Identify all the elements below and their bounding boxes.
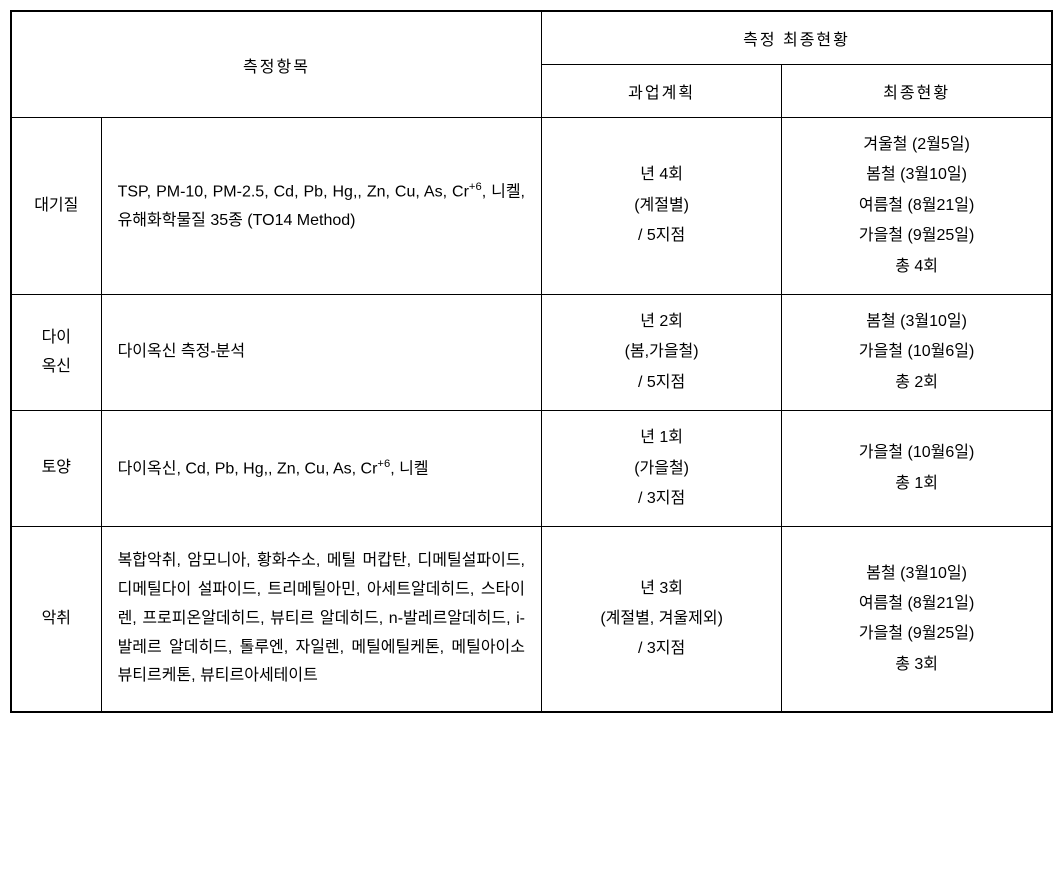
header-measurement-status: 측정 최종현황 bbox=[542, 11, 1053, 65]
category-label: 토양 bbox=[42, 459, 71, 476]
header-final-status: 최종현황 bbox=[782, 65, 1052, 118]
table-row: 악취 복합악취, 암모니아, 황화수소, 메틸 머캅탄, 디메틸설파이드, 디메… bbox=[11, 527, 1052, 712]
row-status: 겨울철 (2월5일)봄철 (3월10일)여름철 (8월21일)가을철 (9월25… bbox=[782, 118, 1052, 295]
category-label: 악취 bbox=[42, 610, 71, 627]
category-label: 대기질 bbox=[34, 197, 78, 214]
table-body: 대기질 TSP, PM-10, PM-2.5, Cd, Pb, Hg,, Zn,… bbox=[11, 118, 1052, 713]
table-row: 대기질 TSP, PM-10, PM-2.5, Cd, Pb, Hg,, Zn,… bbox=[11, 118, 1052, 295]
category-label: 다이옥신 bbox=[42, 329, 71, 375]
row-description: 다이옥신, Cd, Pb, Hg,, Zn, Cu, As, Cr+6, 니켈 bbox=[101, 411, 541, 527]
header-measurement-item: 측정항목 bbox=[11, 11, 542, 118]
row-category: 다이옥신 bbox=[11, 294, 101, 410]
row-category: 토양 bbox=[11, 411, 101, 527]
row-plan: 년 3회(계절별, 겨울제외)/ 3지점 bbox=[542, 527, 782, 712]
header-plan: 과업계획 bbox=[542, 65, 782, 118]
row-category: 악취 bbox=[11, 527, 101, 712]
row-plan: 년 2회(봄,가을철)/ 5지점 bbox=[542, 294, 782, 410]
row-category: 대기질 bbox=[11, 118, 101, 295]
row-description: TSP, PM-10, PM-2.5, Cd, Pb, Hg,, Zn, Cu,… bbox=[101, 118, 541, 295]
table-header: 측정항목 측정 최종현황 과업계획 최종현황 bbox=[11, 11, 1052, 118]
row-description: 다이옥신 측정-분석 bbox=[101, 294, 541, 410]
row-description: 복합악취, 암모니아, 황화수소, 메틸 머캅탄, 디메틸설파이드, 디메틸다이… bbox=[101, 527, 541, 712]
header-row-1: 측정항목 측정 최종현황 bbox=[11, 11, 1052, 65]
measurement-table: 측정항목 측정 최종현황 과업계획 최종현황 대기질 TSP, PM-10, P… bbox=[10, 10, 1053, 713]
row-plan: 년 4회(계절별)/ 5지점 bbox=[542, 118, 782, 295]
table-row: 토양 다이옥신, Cd, Pb, Hg,, Zn, Cu, As, Cr+6, … bbox=[11, 411, 1052, 527]
row-status: 봄철 (3월10일)여름철 (8월21일)가을철 (9월25일)총 3회 bbox=[782, 527, 1052, 712]
row-status: 가을철 (10월6일)총 1회 bbox=[782, 411, 1052, 527]
row-plan: 년 1회(가을철)/ 3지점 bbox=[542, 411, 782, 527]
table-row: 다이옥신 다이옥신 측정-분석 년 2회(봄,가을철)/ 5지점 봄철 (3월1… bbox=[11, 294, 1052, 410]
row-status: 봄철 (3월10일)가을철 (10월6일)총 2회 bbox=[782, 294, 1052, 410]
